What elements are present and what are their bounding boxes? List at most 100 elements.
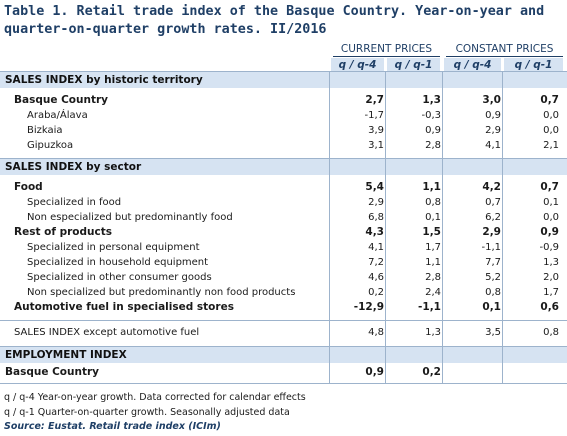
row-value: 0,0 (543, 212, 559, 223)
row-value: -12,9 (353, 301, 384, 313)
section-1-band (0, 159, 567, 175)
row-value: 1,7 (543, 287, 559, 298)
row-value: 0,9 (425, 125, 441, 136)
table-row: Specialized in household equipment 7,2 1,1… (0, 255, 567, 270)
row-value: -0,3 (421, 110, 441, 121)
divider (0, 383, 567, 384)
row-value: 5,4 (365, 181, 384, 193)
table-row: Automotive fuel in specialised stores -12… (0, 300, 567, 315)
row-value: 1,5 (422, 226, 441, 238)
row-value: 7,7 (485, 257, 501, 268)
section-0-band (0, 72, 567, 88)
row-label: Basque Country (5, 366, 100, 378)
header-current-prices: CURRENT PRICES (333, 42, 440, 57)
row-value: 0,9 (540, 226, 559, 238)
row-value: 6,8 (368, 212, 384, 223)
column-divider (329, 72, 330, 383)
row-value: 0,2 (422, 366, 441, 378)
row-value: 0,9 (485, 110, 501, 121)
table-row: Bizkaia 3,9 0,9 2,9 0,0 (0, 123, 567, 138)
row-value: 1,3 (543, 257, 559, 268)
table-row: Food 5,4 1,1 4,2 0,7 (0, 180, 567, 195)
table-row: Specialized in personal equipment 4,1 1,7 -… (0, 240, 567, 255)
row-value: 2,7 (365, 94, 384, 106)
row-value: 2,0 (543, 272, 559, 283)
row-label: SALES INDEX except automotive fuel (14, 327, 200, 338)
row-value: 3,0 (482, 94, 501, 106)
table-row: Gipuzkoa 3,1 2,8 4,1 2,1 (0, 138, 567, 153)
row-value: 0,8 (425, 197, 441, 208)
row-value: -0,9 (539, 242, 559, 253)
row-value: 0,1 (543, 197, 559, 208)
header-constant-prices: CONSTANT PRICES (446, 42, 563, 57)
table-row: Araba/Álava -1,7 -0,3 0,9 0,0 (0, 108, 567, 123)
divider (0, 346, 567, 347)
except-row: SALES INDEX except automotive fuel 4,8 1,3… (0, 325, 567, 340)
row-label: Araba/Álava (27, 110, 88, 121)
row-value: 0,8 (485, 287, 501, 298)
row-value: -1,1 (418, 301, 441, 313)
row-label: Specialized in household equipment (27, 257, 209, 268)
table-title: Table 1. Retail trade index of the Basqu… (4, 4, 545, 37)
row-value: 5,2 (485, 272, 501, 283)
row-value: 1,1 (425, 257, 441, 268)
column-divider (442, 72, 443, 383)
employment-label: EMPLOYMENT INDEX (5, 349, 127, 361)
row-value: 1,1 (422, 181, 441, 193)
row-label: Rest of products (14, 226, 112, 238)
row-value: 0,6 (540, 301, 559, 313)
header-current-qq4: q / q-4 (331, 58, 384, 72)
table-row: Basque Country 2,7 1,3 3,0 0,7 (0, 93, 567, 108)
row-value: 0,7 (485, 197, 501, 208)
row-value: 0,7 (540, 181, 559, 193)
table-row: Specialized in other consumer goods 4,6 2,… (0, 270, 567, 285)
employment-row: Basque Country 0,9 0,2 (0, 365, 567, 380)
row-value: -1,7 (364, 110, 384, 121)
section-1-label: SALES INDEX by sector (5, 161, 142, 173)
divider (0, 71, 567, 72)
row-label: Specialized in food (27, 197, 122, 208)
row-value: 1,3 (425, 327, 441, 338)
row-label: Automotive fuel in specialised stores (14, 301, 234, 313)
source-note: Source: Eustat. Retail trade index (ICIm… (4, 421, 221, 432)
table-row: Non especialized but predominantly food 6… (0, 210, 567, 225)
row-value: 7,2 (368, 257, 384, 268)
header-constant-qq1: q / q-1 (504, 58, 563, 72)
row-label: Bizkaia (27, 125, 63, 136)
row-value: 0,1 (425, 212, 441, 223)
row-value: 0,2 (368, 287, 384, 298)
row-value: 0,0 (543, 125, 559, 136)
table-row: Specialized in food 2,9 0,8 0,7 0,1 (0, 195, 567, 210)
divider (0, 320, 567, 321)
row-value: 0,9 (365, 366, 384, 378)
row-value: 2,4 (425, 287, 441, 298)
row-label: Specialized in personal equipment (27, 242, 200, 253)
header-current-qq1: q / q-1 (387, 58, 440, 72)
footnote-qq1: q / q-1 Quarter-on-quarter growth. Seaso… (4, 407, 290, 418)
divider (0, 158, 567, 159)
row-value: 1,7 (425, 242, 441, 253)
row-value: 1,3 (422, 94, 441, 106)
row-value: 4,8 (368, 327, 384, 338)
row-value: 2,1 (543, 140, 559, 151)
row-value: 4,2 (482, 181, 501, 193)
row-value: -1,1 (481, 242, 501, 253)
header-constant-qq4: q / q-4 (444, 58, 501, 72)
row-value: 2,8 (425, 272, 441, 283)
row-value: 4,1 (485, 140, 501, 151)
row-label: Non specialized but predominantly non fo… (27, 287, 296, 298)
row-value: 3,5 (485, 327, 501, 338)
row-value: 0,0 (543, 110, 559, 121)
column-divider (385, 72, 386, 383)
section-0-label: SALES INDEX by historic territory (5, 74, 203, 86)
row-value: 0,8 (543, 327, 559, 338)
row-label: Food (14, 181, 43, 193)
row-value: 2,9 (485, 125, 501, 136)
row-value: 4,1 (368, 242, 384, 253)
row-value: 4,6 (368, 272, 384, 283)
employment-band (0, 347, 567, 363)
table-row: Rest of products 4,3 1,5 2,9 0,9 (0, 225, 567, 240)
footnote-qq4: q / q-4 Year-on-year growth. Data correc… (4, 392, 306, 403)
row-value: 2,8 (425, 140, 441, 151)
table-row: Non specialized but predominantly non fo… (0, 285, 567, 300)
